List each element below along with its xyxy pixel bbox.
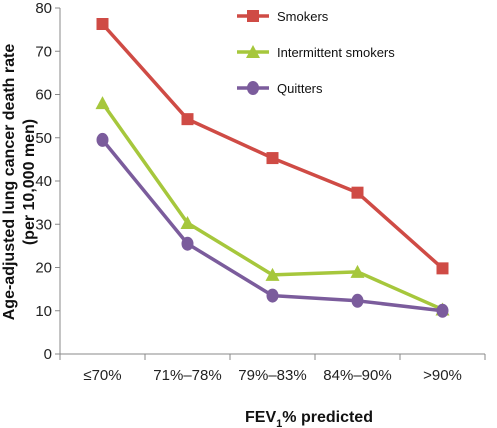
square-marker <box>181 113 194 126</box>
triangle-marker <box>95 96 110 110</box>
legend-item: Intermittent smokers <box>237 45 395 60</box>
x-tick-label: 79%–83% <box>238 367 306 384</box>
triangle-marker <box>180 215 195 229</box>
circle-marker <box>247 81 259 95</box>
square-marker <box>436 262 449 275</box>
circle-marker <box>436 303 449 318</box>
x-axis-title-subscript: 1 <box>276 418 282 428</box>
triangle-marker <box>246 45 260 58</box>
x-axis-title: FEV1% predicted <box>245 409 373 428</box>
x-tick-label: 71%–78% <box>153 367 221 384</box>
y-tick-label: 60 <box>35 87 52 104</box>
legend-label: Smokers <box>277 9 329 24</box>
series-layer <box>95 18 450 318</box>
legend-label: Intermittent smokers <box>277 45 395 60</box>
square-marker <box>96 18 109 31</box>
axes: 0 10 20 30 40 50 60 70 80 ≤70% 71%–78% 79%–83% 84%–9… <box>35 0 486 384</box>
square-marker <box>351 186 364 199</box>
x-tick-label: 84%–90% <box>323 367 391 384</box>
series-quitters <box>96 132 449 318</box>
legend-item: Smokers <box>237 9 329 24</box>
x-axis-title-rest: % predicted <box>282 409 373 426</box>
y-tick-label: 50 <box>35 130 52 147</box>
legend-item: Quitters <box>237 81 323 96</box>
triangle-marker <box>265 267 280 281</box>
triangle-marker <box>350 264 365 278</box>
y-tick-label: 10 <box>35 303 52 320</box>
circle-marker <box>96 132 109 147</box>
series-smokers <box>96 18 449 275</box>
x-tick-label: >90% <box>423 367 462 384</box>
x-tick-label: ≤70% <box>83 367 121 384</box>
series-intermittent-smokers <box>95 96 450 316</box>
y-axis-title-line2: (per 10,000 men) <box>21 119 38 245</box>
legend: Smokers Intermittent smokers Quitters <box>237 9 395 96</box>
y-tick-label: 80 <box>35 0 52 17</box>
series-line <box>101 22 444 270</box>
circle-marker <box>181 236 194 251</box>
y-tick-label: 70 <box>35 43 52 60</box>
circle-marker <box>351 293 364 308</box>
y-axis-title-line1: Age-adjusted lung cancer death rate <box>1 44 18 321</box>
square-marker <box>247 10 259 22</box>
y-tick-label: 20 <box>35 260 52 277</box>
x-axis-title-main: FEV <box>245 409 276 426</box>
y-tick-label: 0 <box>44 346 52 363</box>
y-tick-label: 30 <box>35 216 52 233</box>
circle-marker <box>266 288 279 303</box>
y-tick-label: 40 <box>35 173 52 190</box>
y-axis-title: Age-adjusted lung cancer death rate (per… <box>1 44 38 321</box>
square-marker <box>266 152 279 165</box>
legend-label: Quitters <box>277 81 323 96</box>
